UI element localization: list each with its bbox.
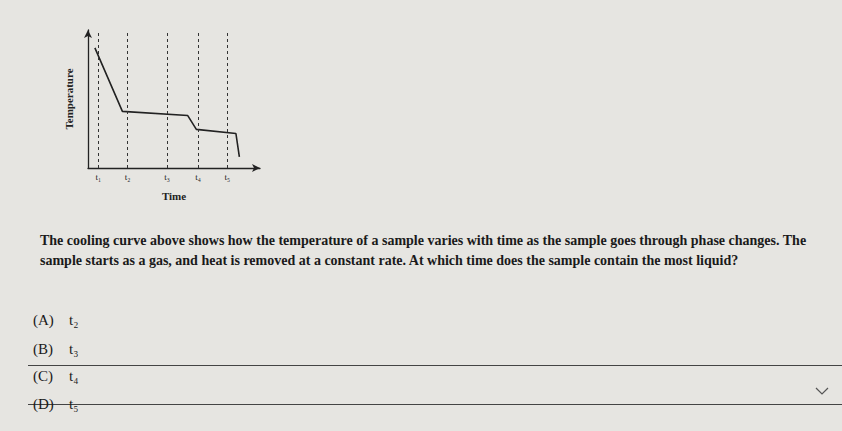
svg-text:Temperature: Temperature <box>63 68 75 129</box>
html-text:(A): (A) <box>33 312 54 328</box>
html-text:t₅: t₅ <box>69 396 79 412</box>
svg-text:t₃: t₃ <box>164 172 170 182</box>
html-text:t₄: t₄ <box>69 368 79 384</box>
svg-text:t₁: t₁ <box>95 172 101 182</box>
html-text:t₃: t₃ <box>69 341 79 357</box>
html-text:The cooling curve above shows: The cooling curve above shows how the te… <box>40 233 807 268</box>
html-text:t₂: t₂ <box>69 312 79 328</box>
html-text:(B): (B) <box>33 341 53 357</box>
svg-text:t₅: t₅ <box>224 172 230 182</box>
html-text:(C): (C) <box>33 368 53 384</box>
svg-text:Time: Time <box>162 190 186 202</box>
svg-text:t₂: t₂ <box>125 172 131 182</box>
svg-text:t₄: t₄ <box>195 172 201 182</box>
html-text:(D): (D) <box>33 396 54 412</box>
